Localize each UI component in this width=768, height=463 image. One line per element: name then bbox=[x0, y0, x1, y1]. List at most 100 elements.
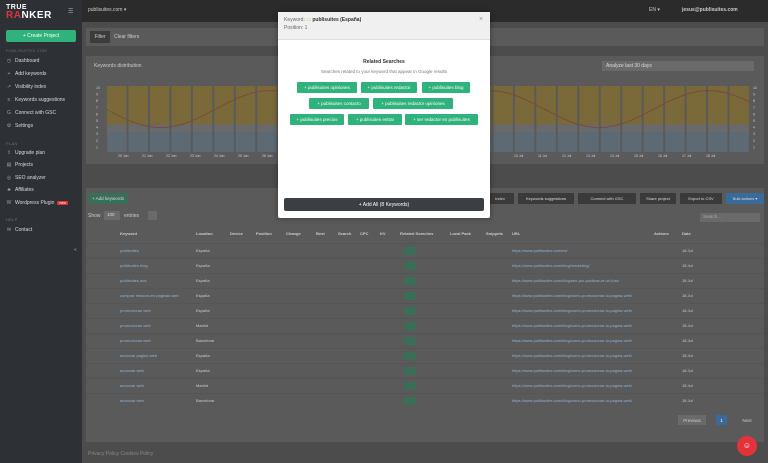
related-searches-button[interactable] bbox=[404, 277, 416, 285]
column-header[interactable]: Search bbox=[338, 231, 352, 236]
column-header[interactable]: Date bbox=[682, 231, 691, 236]
sidebar-item-projects[interactable]: ▤ Projects bbox=[6, 162, 33, 168]
related-chip-ser-redactor[interactable]: + ser redactor en publisuites bbox=[405, 114, 478, 125]
row-url[interactable]: https://www.publisuites.com/blog/como-pr… bbox=[512, 308, 633, 313]
row-url[interactable]: https://www.publisuites.com/blog/como-pr… bbox=[512, 368, 633, 373]
collapse-arrow-icon[interactable]: « bbox=[74, 247, 77, 253]
project-selector[interactable]: publisuites.com ▾ bbox=[88, 7, 127, 13]
language-selector[interactable]: EN ▾ bbox=[649, 7, 660, 13]
table-action-button[interactable]: Connect with GSC bbox=[578, 193, 636, 204]
related-searches-button[interactable] bbox=[404, 262, 416, 270]
sidebar-item-seo-analyzer[interactable]: ◎ SEO analyzer bbox=[6, 175, 46, 181]
column-header[interactable]: Actions bbox=[654, 231, 669, 236]
column-header[interactable]: Location bbox=[196, 231, 213, 236]
related-searches-button[interactable] bbox=[404, 337, 416, 345]
related-searches-button[interactable] bbox=[404, 247, 416, 255]
footer-links[interactable]: Privacy Policy Cookies Policy bbox=[88, 451, 154, 457]
related-searches-button[interactable] bbox=[404, 292, 416, 300]
pagination-page[interactable]: 1 bbox=[716, 415, 727, 425]
row-keyword[interactable]: promocionar web bbox=[120, 338, 151, 343]
related-chip-opiniones[interactable]: + publisuites opiniones bbox=[297, 82, 357, 93]
related-chip-redactor[interactable]: + publisuites redactor bbox=[361, 82, 417, 93]
table-row[interactable]: publisuites España https://www.publisuites… bbox=[86, 243, 764, 258]
row-url[interactable]: https://www.publisuites.com/blog/como-pr… bbox=[512, 338, 633, 343]
table-row[interactable]: anunciar web España https://www.publisuite… bbox=[86, 363, 764, 378]
column-header[interactable]: Keyword bbox=[120, 231, 137, 236]
row-keyword[interactable]: publisuites blog bbox=[120, 263, 148, 268]
chat-bubble-icon[interactable]: ☺ bbox=[737, 436, 757, 456]
search-input[interactable]: Search... bbox=[700, 213, 760, 222]
related-searches-button[interactable] bbox=[404, 352, 416, 360]
close-icon[interactable]: × bbox=[479, 16, 484, 23]
column-header[interactable]: Related Searches bbox=[400, 231, 434, 236]
related-chip-redactor-opiniones[interactable]: + publisuites redactor opiniones bbox=[373, 98, 453, 109]
column-header[interactable]: KV bbox=[380, 231, 386, 236]
row-keyword[interactable]: anunciar web bbox=[120, 368, 144, 373]
column-header[interactable]: Change bbox=[286, 231, 301, 236]
column-header[interactable]: Local Pack bbox=[450, 231, 471, 236]
related-searches-button[interactable] bbox=[404, 307, 416, 315]
sidebar-item-wordpress[interactable]: W Wordpress Plugin new bbox=[6, 200, 68, 206]
related-searches-button[interactable] bbox=[404, 367, 416, 375]
related-searches-button[interactable] bbox=[404, 382, 416, 390]
row-keyword[interactable]: comprar enlaces en paginas web bbox=[120, 293, 179, 298]
table-row[interactable]: promocionar web Barcelona https://www.publ… bbox=[86, 333, 764, 348]
column-header[interactable]: Best bbox=[316, 231, 325, 236]
sidebar-item-visibility[interactable]: ↗ Visibility index bbox=[6, 84, 46, 90]
table-action-button[interactable]: Keywords suggestions bbox=[518, 193, 574, 204]
create-project-button[interactable]: + Create Project bbox=[6, 30, 76, 42]
related-searches-button[interactable] bbox=[404, 322, 416, 330]
column-header[interactable]: Position bbox=[256, 231, 272, 236]
sidebar-item-suggestions[interactable]: ≡ Keywords suggestions bbox=[6, 97, 66, 103]
sidebar-item-gsc[interactable]: G Connect with GSC bbox=[6, 110, 56, 116]
table-row[interactable]: promocionar web Madrid https://www.publisu… bbox=[86, 318, 764, 333]
table-action-button[interactable]: Bulk actions ▾ bbox=[726, 193, 764, 204]
row-url[interactable]: https://www.publisuites.com/blog/como-pr… bbox=[512, 293, 633, 298]
row-keyword[interactable]: anunciar web bbox=[120, 398, 144, 403]
table-row[interactable]: comprar enlaces en paginas web España http… bbox=[86, 288, 764, 303]
analyze-range-select[interactable]: Analyze last 30 days bbox=[602, 61, 754, 71]
related-chip-blog[interactable]: + publisuites blog bbox=[422, 82, 470, 93]
table-row[interactable]: publisuites ads España https://www.publisu… bbox=[86, 273, 764, 288]
row-keyword[interactable]: anunciar pagina web bbox=[120, 353, 157, 358]
row-url[interactable]: https://www.publisuites.com/blog/como-pr… bbox=[512, 323, 633, 328]
column-header[interactable]: CPC bbox=[360, 231, 369, 236]
add-keywords-button[interactable]: + Add keywords bbox=[88, 193, 128, 204]
table-row[interactable]: publisuites blog España https://www.publis… bbox=[86, 258, 764, 273]
column-header[interactable]: Snippets bbox=[486, 231, 503, 236]
sidebar-item-settings[interactable]: ⚙ Settings bbox=[6, 123, 33, 129]
sidebar-item-add-keywords[interactable]: + Add keywords bbox=[6, 71, 47, 77]
sidebar-item-upgrade[interactable]: ⇪ Upgrade plan bbox=[6, 150, 45, 156]
table-row[interactable]: promocionar web España https://www.publisu… bbox=[86, 303, 764, 318]
table-row[interactable]: anunciar web Madrid https://www.publisuite… bbox=[86, 378, 764, 393]
add-all-button[interactable]: + Add All (8 Keywords) bbox=[284, 198, 484, 211]
sidebar-item-dashboard[interactable]: ◷ Dashboard bbox=[6, 58, 40, 64]
row-keyword[interactable]: promocionar web bbox=[120, 323, 151, 328]
table-action-button[interactable]: Share project bbox=[640, 193, 676, 204]
related-chip-contacto[interactable]: + publisuites contacto bbox=[309, 98, 369, 109]
related-chip-precios[interactable]: + publisuites precios bbox=[290, 114, 344, 125]
column-header[interactable]: URL bbox=[512, 231, 521, 236]
row-url[interactable]: https://www.publisuites.com/blog/como-pr… bbox=[512, 398, 633, 403]
table-row[interactable]: anunciar pagina web España https://www.pub… bbox=[86, 348, 764, 363]
row-url[interactable]: https://www.publisuites.com/blog/seo-por… bbox=[512, 278, 620, 283]
logo[interactable]: TRUE RANKER bbox=[6, 4, 52, 21]
pagination-previous[interactable]: Previous bbox=[678, 415, 706, 425]
row-url[interactable]: https://www.publisuites.com/blog/marketi… bbox=[512, 263, 590, 268]
row-url[interactable]: https://www.publisuites.com/es/ bbox=[512, 248, 568, 253]
row-url[interactable]: https://www.publisuites.com/blog/como-pr… bbox=[512, 353, 633, 358]
related-chip-entrar[interactable]: + publisuites entrar bbox=[348, 114, 402, 125]
table-row[interactable]: anunciar web Barcelona https://www.publisu… bbox=[86, 393, 764, 408]
delete-icon[interactable] bbox=[148, 211, 157, 220]
row-keyword[interactable]: publisuites ads bbox=[120, 278, 147, 283]
row-keyword[interactable]: promocionar web bbox=[120, 308, 151, 313]
sidebar-item-contact[interactable]: ✉ Contact bbox=[6, 227, 32, 233]
menu-toggle-icon[interactable]: ☰ bbox=[68, 9, 74, 15]
table-action-button[interactable]: Index bbox=[486, 193, 514, 204]
user-email[interactable]: jesus@publisuites.com bbox=[682, 7, 738, 13]
filter-button[interactable]: Filter bbox=[90, 31, 110, 43]
column-header[interactable]: Device bbox=[230, 231, 243, 236]
pagination-next[interactable]: Next bbox=[742, 417, 752, 423]
sidebar-item-affiliates[interactable]: ♣ Affiliates bbox=[6, 187, 33, 193]
row-keyword[interactable]: publisuites bbox=[120, 248, 139, 253]
